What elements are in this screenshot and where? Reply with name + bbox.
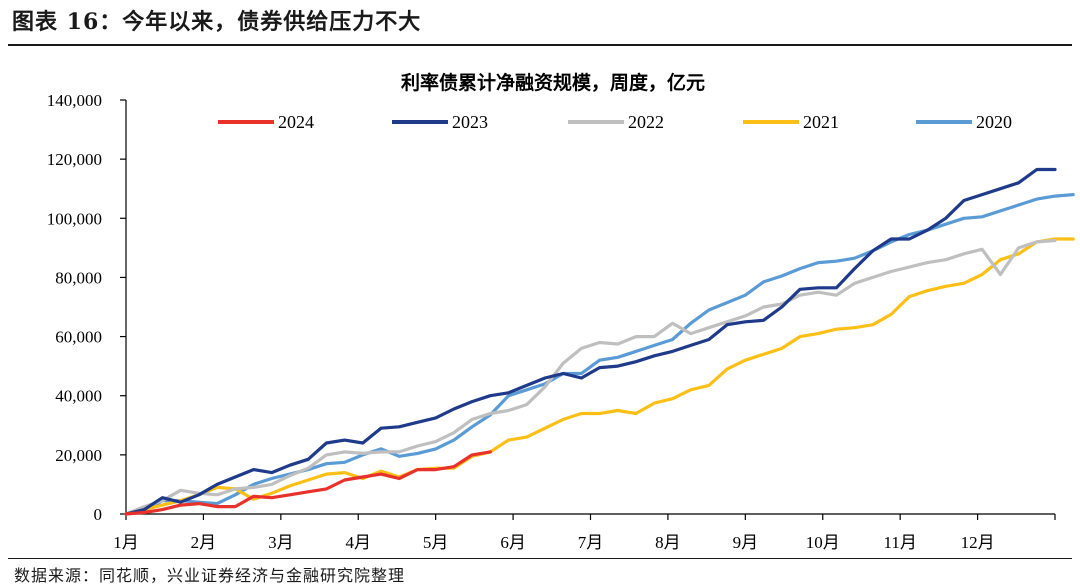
legend-label: 2022 — [628, 112, 664, 132]
series-line-2020 — [124, 193, 1075, 516]
y-tick-label: 40,000 — [55, 387, 102, 406]
y-tick-label: 100,000 — [47, 209, 102, 228]
x-tick-label: 4月 — [346, 533, 372, 552]
x-tick-label: 6月 — [500, 533, 526, 552]
x-tick-label: 5月 — [423, 533, 449, 552]
chart-title: 利率债累计净融资规模，周度，亿元 — [401, 71, 705, 94]
y-tick-label: 0 — [94, 505, 103, 524]
top-rule — [8, 44, 1072, 46]
series-group — [124, 167, 1075, 516]
bottom-rule — [8, 558, 1072, 559]
x-axis: 1月 2月 3月 4月 5月 6月 7月 8月 9月 10月 11月 12月 — [113, 513, 1056, 552]
series-line-2021 — [124, 237, 1075, 516]
source-note: 数据来源：同花顺，兴业证券经济与金融研究院整理 — [14, 566, 406, 585]
x-tick-label: 12月 — [961, 533, 995, 552]
legend-label: 2023 — [452, 112, 488, 132]
y-tick-label: 80,000 — [55, 268, 102, 287]
x-tick-label: 8月 — [655, 533, 681, 552]
x-tick-label: 3月 — [268, 533, 294, 552]
x-tick-label: 9月 — [733, 533, 759, 552]
series-line-2024 — [124, 450, 492, 516]
x-tick-label: 10月 — [806, 533, 840, 552]
series-line-2023 — [124, 167, 1057, 516]
x-tick-label: 11月 — [883, 533, 916, 552]
y-tick-label: 120,000 — [47, 150, 102, 169]
legend: 2024 2023 2022 2021 2020 — [218, 112, 1012, 132]
legend-item-2021: 2021 — [743, 112, 839, 132]
y-tick-label: 140,000 — [47, 91, 102, 110]
legend-item-2022: 2022 — [568, 112, 664, 132]
x-tick-label: 1月 — [113, 533, 139, 552]
legend-label: 2024 — [278, 112, 314, 132]
series-line-2022 — [124, 238, 1057, 516]
y-tick-label: 20,000 — [55, 446, 102, 465]
figure-title: 图表 16：今年以来，债券供给压力不大 — [12, 9, 422, 35]
x-tick-label: 2月 — [191, 533, 217, 552]
legend-label: 2020 — [976, 112, 1012, 132]
y-tick-label: 60,000 — [55, 328, 102, 347]
legend-item-2020: 2020 — [916, 112, 1012, 132]
x-tick-label: 7月 — [578, 533, 604, 552]
y-axis: 0 20,000 40,000 60,000 80,000 100,000 120,000 1… — [47, 91, 127, 524]
legend-label: 2021 — [803, 112, 839, 132]
legend-item-2023: 2023 — [392, 112, 488, 132]
legend-item-2024: 2024 — [218, 112, 314, 132]
